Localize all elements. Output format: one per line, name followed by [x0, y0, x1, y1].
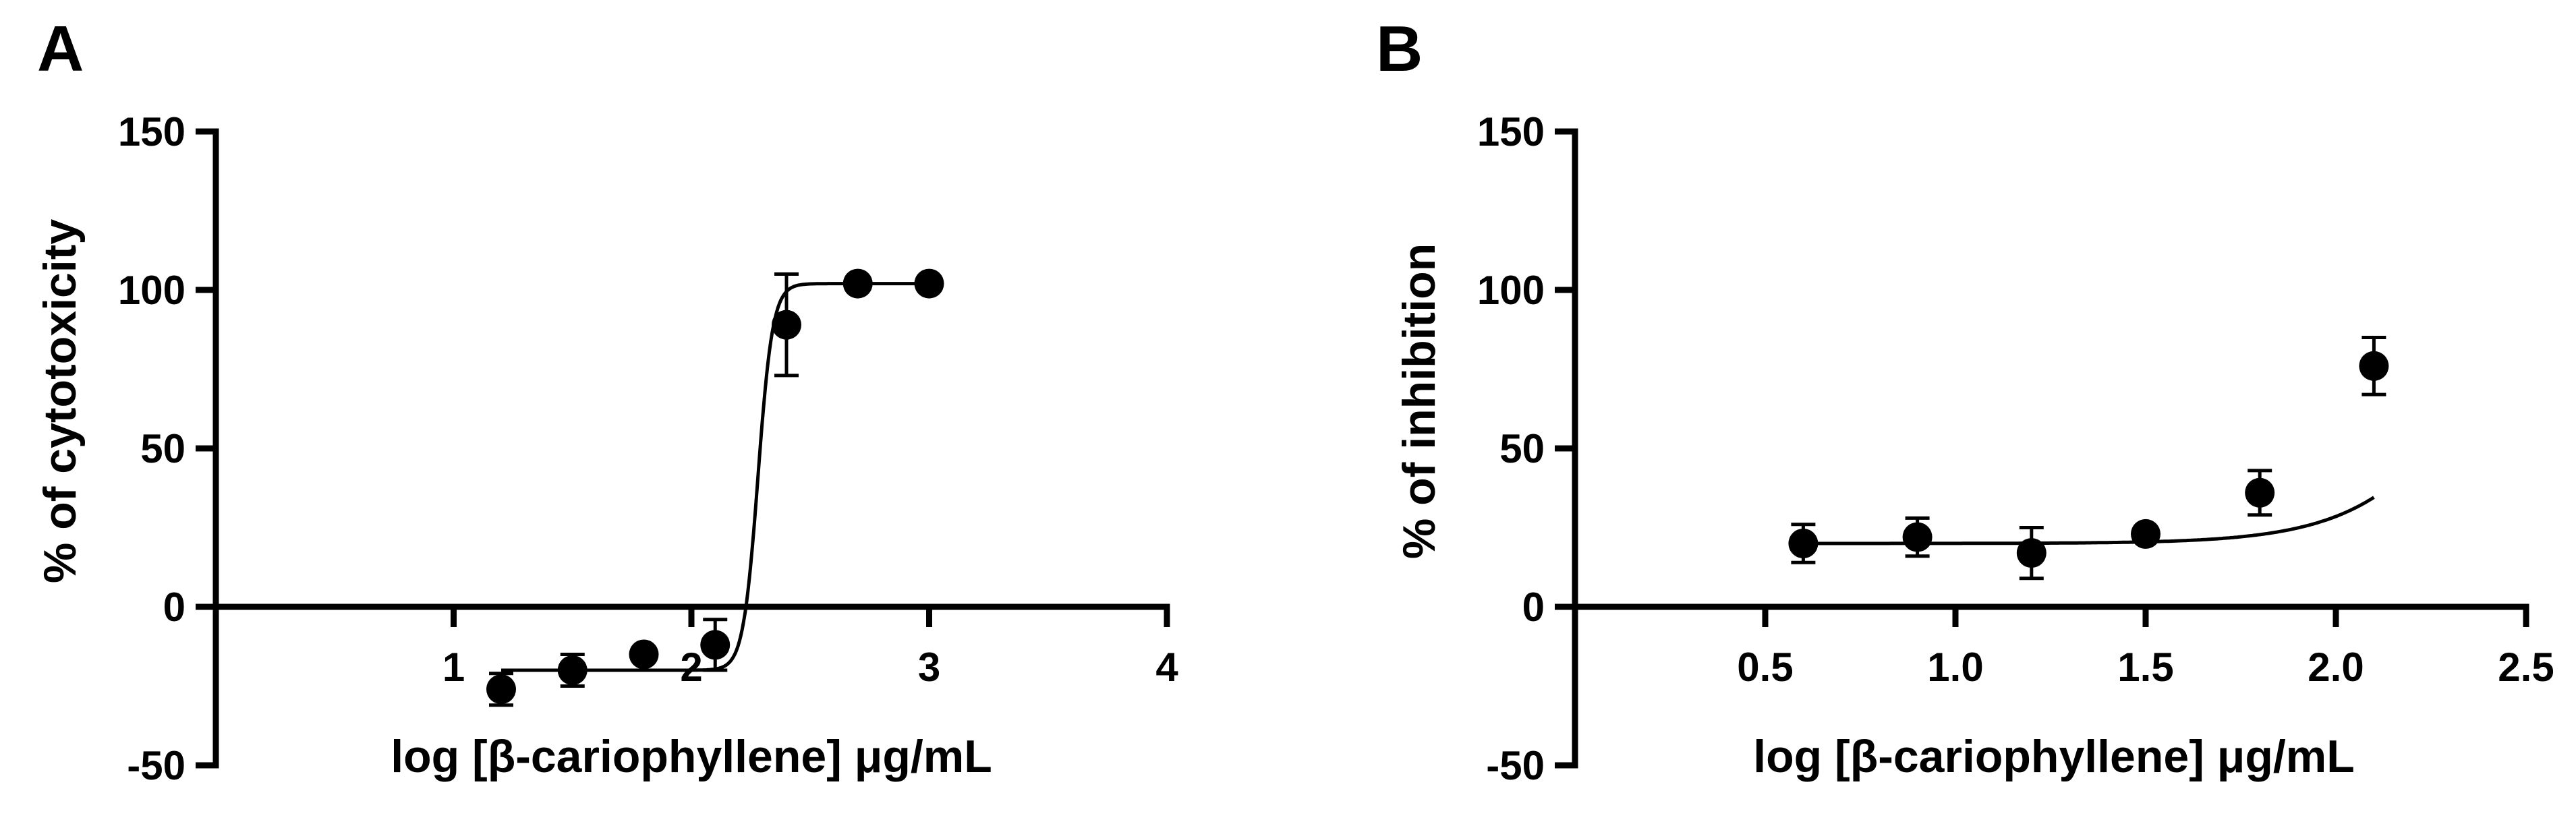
- data-point: [842, 268, 873, 299]
- y-tick-label: 150: [118, 109, 185, 154]
- y-tick-label: 50: [140, 426, 185, 471]
- data-point: [2245, 477, 2275, 508]
- fit-curve: [1803, 496, 2375, 545]
- y-tick-label: 0: [163, 585, 185, 630]
- panel-letter: B: [1376, 13, 1423, 85]
- x-tick-label: 2.0: [2308, 645, 2364, 690]
- y-tick-label: -50: [1486, 743, 1545, 788]
- data-point: [629, 639, 659, 670]
- y-axis-title: % of inhibition: [1394, 243, 1445, 559]
- x-tick-label: 0.5: [1737, 645, 1793, 690]
- y-axis-title: % of cytotoxicity: [34, 219, 86, 583]
- y-tick-label: 100: [1477, 268, 1545, 313]
- fit-curve: [501, 282, 929, 672]
- x-axis-title: log [β-cariophyllene] μg/mL: [1753, 731, 2355, 782]
- data-point: [2016, 538, 2047, 568]
- data-point: [557, 655, 588, 685]
- x-axis-title: log [β-cariophyllene] μg/mL: [391, 731, 992, 782]
- x-tick-label: 2.5: [2498, 645, 2554, 690]
- panel-letter: A: [37, 13, 84, 85]
- y-tick-label: -50: [127, 743, 185, 788]
- data-point: [486, 674, 516, 705]
- data-point: [2359, 351, 2389, 381]
- data-point: [1788, 529, 1819, 558]
- y-tick-label: 100: [118, 268, 185, 313]
- data-point: [1902, 522, 1933, 552]
- data-point: [914, 268, 944, 299]
- x-tick-label: 1: [442, 645, 465, 690]
- x-tick-label: 4: [1155, 645, 1178, 690]
- data-point: [2131, 519, 2160, 549]
- x-tick-label: 2: [680, 645, 702, 690]
- x-tick-label: 1.5: [2117, 645, 2173, 690]
- x-tick-label: 1.0: [1927, 645, 1983, 690]
- x-tick-label: 3: [918, 645, 940, 690]
- data-point: [772, 309, 801, 340]
- y-tick-label: 150: [1477, 109, 1545, 154]
- y-tick-label: 50: [1499, 426, 1545, 471]
- data-point: [700, 630, 731, 660]
- y-tick-label: 0: [1522, 585, 1545, 630]
